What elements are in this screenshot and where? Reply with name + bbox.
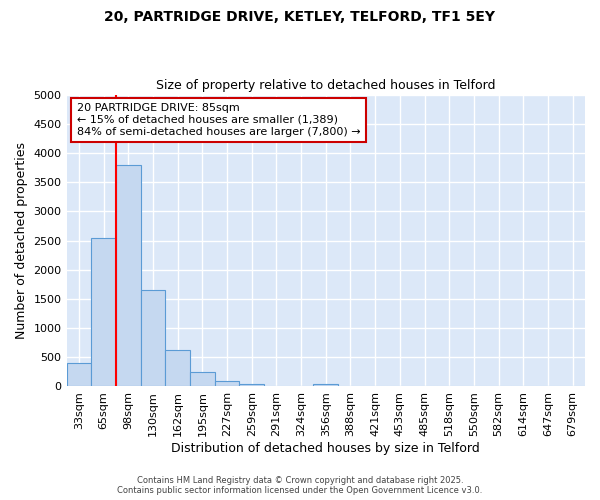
Text: 20 PARTRIDGE DRIVE: 85sqm
← 15% of detached houses are smaller (1,389)
84% of se: 20 PARTRIDGE DRIVE: 85sqm ← 15% of detac… xyxy=(77,104,361,136)
Y-axis label: Number of detached properties: Number of detached properties xyxy=(15,142,28,339)
Bar xyxy=(165,350,190,387)
Text: 20, PARTRIDGE DRIVE, KETLEY, TELFORD, TF1 5EY: 20, PARTRIDGE DRIVE, KETLEY, TELFORD, TF… xyxy=(104,10,496,24)
Text: Contains HM Land Registry data © Crown copyright and database right 2025.
Contai: Contains HM Land Registry data © Crown c… xyxy=(118,476,482,495)
Bar xyxy=(313,384,338,386)
Bar xyxy=(67,363,91,386)
Title: Size of property relative to detached houses in Telford: Size of property relative to detached ho… xyxy=(156,79,496,92)
Bar xyxy=(91,238,116,386)
Bar xyxy=(190,372,215,386)
Bar xyxy=(140,290,165,386)
Bar xyxy=(116,164,140,386)
Bar xyxy=(215,380,239,386)
Bar xyxy=(239,384,264,386)
X-axis label: Distribution of detached houses by size in Telford: Distribution of detached houses by size … xyxy=(172,442,480,455)
